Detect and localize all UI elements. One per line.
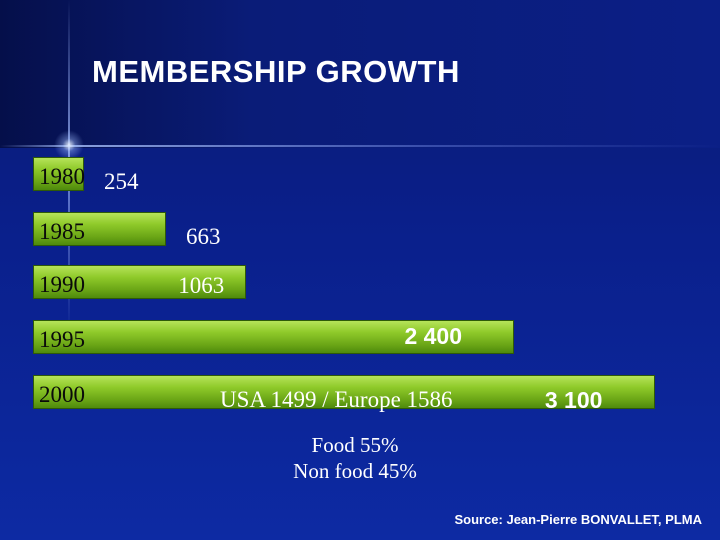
bar-1995 xyxy=(33,320,515,354)
source-note: Source: Jean-Pierre BONVALLET, PLMA xyxy=(454,512,702,527)
value-label-1990: 1063 xyxy=(178,273,225,298)
year-label-2000: 2000 xyxy=(39,382,85,407)
value-label-1985: 663 xyxy=(186,224,221,249)
value-label-2000: 3 100 xyxy=(544,387,603,413)
chart-title: MEMBERSHIP GROWTH xyxy=(92,54,460,89)
decorative-star-icon xyxy=(54,130,84,160)
food-share-label: Food 55% xyxy=(311,433,399,457)
title-band xyxy=(0,0,720,148)
bar-2000 xyxy=(33,375,655,409)
value-label-1995: 2 400 xyxy=(404,323,463,349)
year-label-1985: 1985 xyxy=(39,219,85,244)
year-label-1995: 1995 xyxy=(39,327,85,352)
bar-1985 xyxy=(33,212,166,246)
non-food-share-label: Non food 45% xyxy=(293,459,417,483)
usa-europe-split-label: USA 1499 / Europe 1586 xyxy=(220,387,453,412)
bar-1990 xyxy=(33,265,247,299)
year-label-1990: 1990 xyxy=(39,272,85,297)
decorative-horizontal-line xyxy=(0,145,720,147)
food-split-note: Food 55% Non food 45% xyxy=(270,432,440,484)
bar-1980 xyxy=(33,157,84,191)
value-label-1980: 254 xyxy=(103,169,139,194)
year-label-1980: 1980 xyxy=(39,164,85,189)
